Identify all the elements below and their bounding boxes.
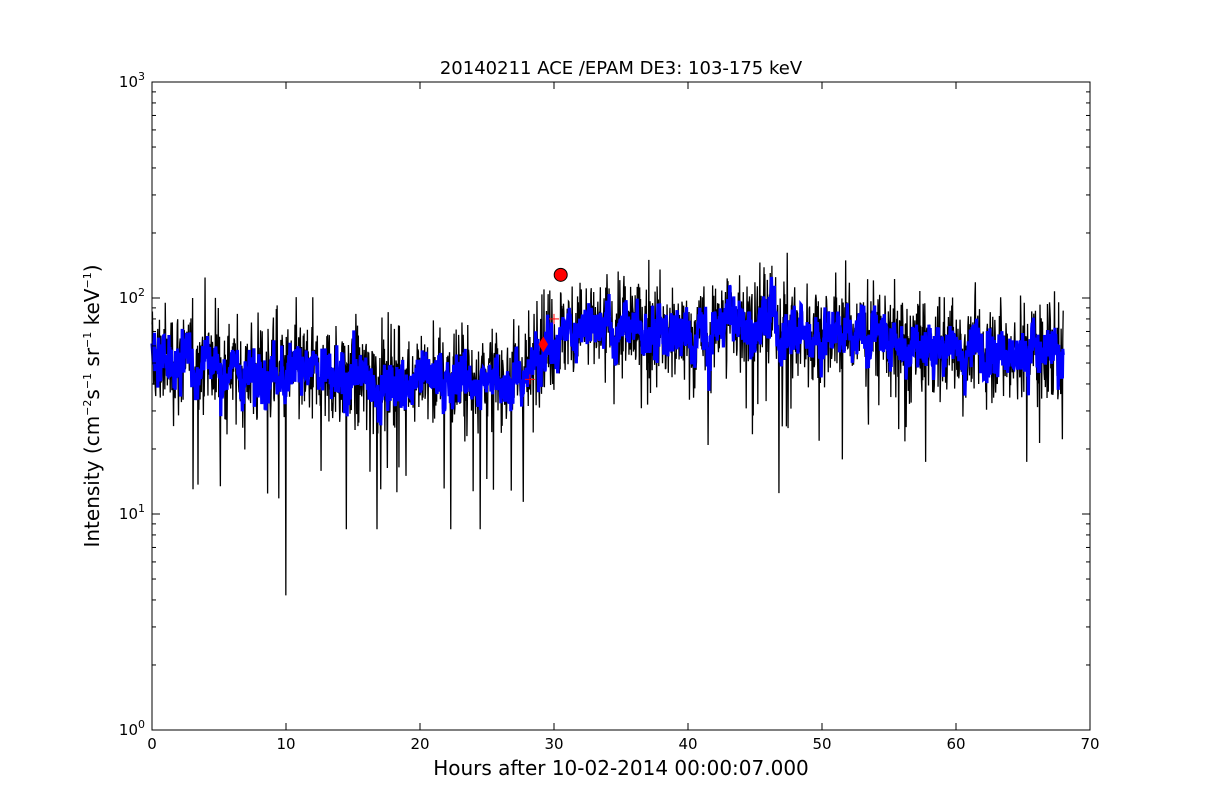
y-tick-label: 102 xyxy=(119,286,145,307)
data-layer xyxy=(150,252,1065,596)
x-tick-label: 10 xyxy=(276,735,295,753)
y-axis-label-sup4: −1 xyxy=(81,272,94,288)
marker-plus xyxy=(524,374,535,385)
y-tick-label: 103 xyxy=(119,70,145,91)
marker-plus xyxy=(549,313,559,324)
chart-title: 20140211 ACE /EPAM DE3: 103-175 keV xyxy=(440,58,803,79)
y-tick-label-exp: 1 xyxy=(138,502,145,515)
y-axis-label: Intensity (cm−2s−1 sr−1 keV−1) xyxy=(80,264,104,547)
y-tick-label: 101 xyxy=(119,502,145,523)
y-axis-label-mid1: s xyxy=(80,389,104,399)
y-axis-label-mid3: keV xyxy=(80,288,104,332)
series-smoothed-line xyxy=(150,276,1065,426)
y-tick-label-exp: 2 xyxy=(138,286,145,299)
x-tick-label: 30 xyxy=(544,735,563,753)
y-tick-label-exp: 0 xyxy=(138,718,145,731)
marker-diamond xyxy=(538,336,549,353)
y-axis-label-sup2: −1 xyxy=(81,373,94,389)
y-axis-label-mid2: sr xyxy=(80,347,104,373)
x-tick-label: 40 xyxy=(678,735,697,753)
y-axis-label-suffix: ) xyxy=(80,264,104,272)
x-axis-label: Hours after 10-02-2014 00:00:07.000 xyxy=(433,756,809,780)
y-axis-label-sup1: −2 xyxy=(81,400,94,416)
marker-layer xyxy=(524,267,568,385)
x-tick-label: 0 xyxy=(147,735,157,753)
marker-circle xyxy=(553,267,568,282)
y-axis-label-sup3: −1 xyxy=(81,332,94,348)
y-tick-label-base: 10 xyxy=(119,73,138,91)
x-tick-label: 60 xyxy=(946,735,965,753)
x-tick-label: 70 xyxy=(1080,735,1099,753)
y-tick-label-base: 10 xyxy=(119,289,138,307)
y-tick-label-base: 10 xyxy=(119,721,138,739)
y-tick-label: 100 xyxy=(119,718,145,739)
y-axis-label-prefix: Intensity (cm xyxy=(80,416,104,548)
x-tick-label: 20 xyxy=(410,735,429,753)
y-tick-label-base: 10 xyxy=(119,505,138,523)
x-tick-label: 50 xyxy=(812,735,831,753)
plot-frame xyxy=(151,81,1091,731)
y-tick-label-exp: 3 xyxy=(138,70,145,83)
